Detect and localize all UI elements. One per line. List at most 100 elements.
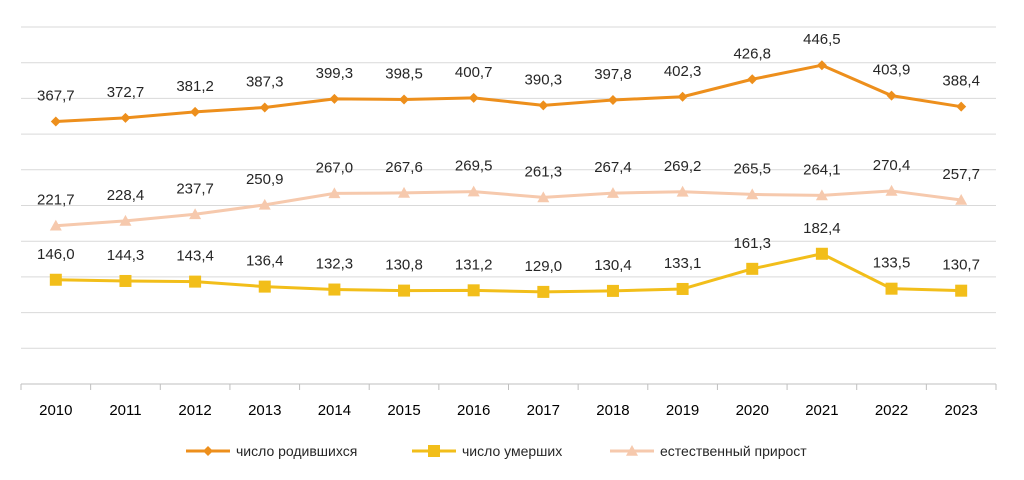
data-point-deaths [537,285,550,298]
data-point-births [259,102,270,113]
data-label-natural-growth: 261,3 [525,163,563,180]
data-label-natural-growth: 221,7 [37,192,75,209]
data-label-births: 426,8 [733,45,771,62]
data-point-natural-growth [955,194,968,205]
data-point-deaths [189,275,202,288]
data-point-natural-growth [398,186,411,198]
data-label-deaths: 130,7 [942,257,980,274]
data-label-deaths: 182,4 [803,220,841,237]
data-point-births [50,116,61,127]
data-label-births: 399,3 [316,65,354,82]
series-deaths [49,247,968,298]
data-point-deaths [398,284,411,297]
x-tick-label: 2022 [875,402,908,419]
data-label-births: 446,5 [803,31,841,48]
data-point-natural-growth [49,219,62,231]
data-label-deaths: 133,1 [664,255,702,272]
legend-item-births: число родившихся [186,443,357,459]
data-label-natural-growth: 267,6 [385,159,423,176]
data-label-natural-growth: 264,1 [803,161,841,178]
data-label-deaths: 161,3 [733,235,771,252]
data-label-natural-growth: 237,7 [176,180,214,197]
x-tick-label: 2011 [109,402,141,419]
data-label-deaths: 130,8 [385,257,423,274]
data-point-births [886,90,897,101]
data-label-deaths: 132,3 [316,256,354,273]
data-point-deaths [815,247,828,260]
legend-label: число родившихся [236,443,357,459]
data-label-natural-growth: 269,5 [455,158,493,175]
data-point-births [607,94,618,105]
data-point-deaths [328,283,341,296]
data-labels: 367,7 372,7 381,2 387,3 399,3 398,5 400,7 390,3… [37,31,980,275]
data-point-births [677,91,688,102]
data-point-natural-growth [258,198,271,210]
x-tick-label: 2012 [178,402,211,419]
legend-marker [428,445,440,457]
series-lines [49,60,968,298]
series-line-natural-growth [55,189,962,228]
data-label-deaths: 143,4 [176,248,214,265]
data-label-natural-growth: 257,7 [942,166,980,183]
data-point-natural-growth [189,208,202,220]
legend-marker [203,446,213,456]
data-point-births [120,112,131,123]
data-label-births: 387,3 [246,73,284,90]
data-point-births [468,92,479,103]
series-births [50,60,967,127]
data-point-natural-growth [885,184,898,196]
x-tick-label: 2015 [387,402,420,419]
data-label-births: 403,9 [873,62,911,79]
data-point-natural-growth [606,187,619,198]
data-point-deaths [119,274,132,287]
data-point-births [538,100,549,111]
x-tick-label: 2016 [457,402,490,419]
data-label-births: 381,2 [176,78,214,95]
x-tick-label: 2010 [39,402,72,419]
legend-marker [626,445,638,456]
data-point-natural-growth [119,214,132,226]
data-label-natural-growth: 228,4 [107,187,145,204]
data-label-deaths: 146,0 [37,246,75,263]
series-natural-growth [49,184,968,231]
data-label-births: 372,7 [107,84,145,101]
data-label-births: 390,3 [525,71,563,88]
gridlines [21,26,996,349]
data-label-births: 388,4 [942,73,980,90]
data-label-deaths: 129,0 [525,258,563,275]
legend-label: число умерших [462,443,562,459]
series-line-births [55,63,962,123]
data-label-natural-growth: 265,5 [733,160,771,177]
legend-label: естественный прирост [660,443,807,459]
data-point-natural-growth [537,191,550,203]
data-point-births [816,60,827,71]
data-label-births: 367,7 [37,87,75,104]
data-point-natural-growth [746,188,759,200]
data-label-natural-growth: 269,2 [664,158,702,175]
data-label-births: 402,3 [664,63,702,80]
x-tick-label: 2019 [666,402,699,419]
data-point-deaths [885,282,898,295]
data-label-natural-growth: 250,9 [246,171,284,188]
data-label-deaths: 136,4 [246,253,284,270]
data-point-natural-growth [676,185,689,197]
legend-item-deaths: число умерших [412,443,562,459]
data-point-births [329,93,340,104]
data-point-deaths [258,280,271,293]
x-tick-label: 2021 [805,402,838,419]
data-point-deaths [606,284,619,297]
legend-item-natural-growth: естественный прирост [610,443,807,459]
x-tick-label: 2020 [736,402,769,419]
data-point-natural-growth [815,189,828,201]
x-tick-label: 2023 [944,402,977,419]
data-label-deaths: 131,2 [455,256,493,273]
data-label-deaths: 130,4 [594,257,632,274]
data-point-natural-growth [328,187,341,199]
data-point-deaths [467,284,480,297]
data-label-births: 397,8 [594,66,632,83]
x-tick-label: 2018 [596,402,629,419]
series-line-deaths [55,252,962,294]
data-label-deaths: 133,5 [873,255,911,272]
data-point-deaths [49,273,62,286]
